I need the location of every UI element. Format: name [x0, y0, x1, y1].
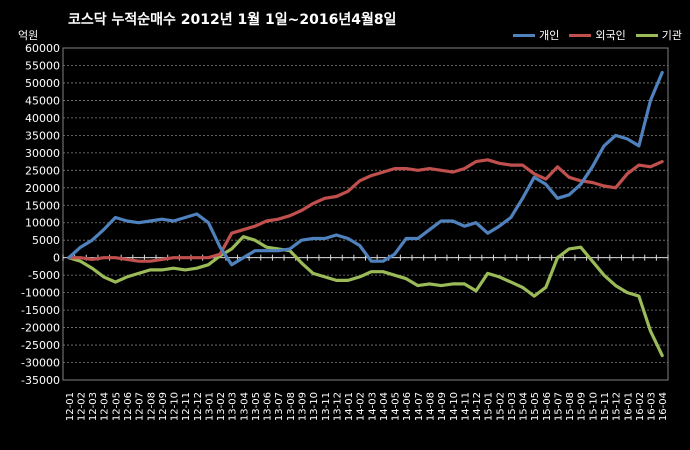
x-tick-label: 15-09 [577, 392, 588, 421]
x-tick-label: 13-06 [263, 392, 274, 421]
x-tick-label: 12-09 [158, 392, 169, 421]
x-tick-label: 15-04 [519, 392, 530, 421]
plot-area-border [62, 47, 669, 381]
legend-item-series-2: 기관 [635, 27, 682, 43]
series-line-0 [67, 70, 664, 267]
x-tick-label: 12-02 [76, 392, 87, 421]
x-tick-label: 14-10 [449, 392, 460, 421]
x-tick-label: 15-03 [507, 392, 518, 421]
x-tick-label: 16-01 [623, 392, 634, 421]
y-tick-label: 20000 [25, 182, 60, 195]
x-tick-label: 14-02 [356, 392, 367, 421]
y-tick-label: 30000 [25, 147, 60, 160]
chart-title: 코스닥 누적순매수 2012년 1월 1일~2016년4월8일 [68, 12, 397, 28]
x-tick-label: 13-07 [274, 392, 285, 421]
y-tick-label: 15000 [25, 199, 60, 212]
x-tick-label: 14-03 [367, 392, 378, 421]
x-tick-label: 16-03 [647, 392, 658, 421]
x-tick-label: 12-12 [193, 392, 204, 421]
y-tick-label: 45000 [25, 94, 60, 107]
legend-item-series-0: 개인 [513, 27, 559, 43]
x-tick-label: 16-04 [658, 392, 669, 421]
x-tick-label: 14-01 [344, 392, 355, 421]
x-tick-label: 13-10 [309, 392, 320, 421]
axes: 6000055000500004500040000350003000025000… [21, 42, 669, 421]
x-tick-label: 15-01 [484, 392, 495, 421]
x-tick-label: 16-02 [635, 392, 646, 421]
x-tick-label: 14-12 [472, 392, 483, 421]
x-tick-label: 12-11 [181, 392, 192, 421]
x-tick-label: 15-10 [588, 392, 599, 421]
x-tick-label: 14-06 [402, 392, 413, 421]
series-lines [67, 70, 664, 358]
x-tick-label: 15-12 [612, 392, 623, 421]
x-tick-label: 14-04 [379, 392, 390, 421]
legend-label-series-0: 개인 [539, 29, 560, 42]
y-axis-unit-label: 억원 [18, 29, 39, 42]
y-tick-label: 50000 [25, 77, 60, 90]
x-tick-label: 15-07 [553, 392, 564, 421]
x-tick-label: 13-04 [239, 392, 250, 421]
x-tick-label: 14-08 [425, 392, 436, 421]
x-tick-label: 15-06 [542, 392, 553, 421]
x-tick-label: 13-03 [228, 392, 239, 421]
series-line-2 [67, 235, 664, 358]
y-tick-label: -25000 [21, 339, 60, 352]
y-tick-label: 40000 [25, 112, 60, 125]
legend-label-series-1: 외국인 [595, 29, 626, 42]
x-tick-label: 12-05 [111, 392, 122, 421]
y-tick-label: -30000 [21, 357, 60, 370]
x-tick-label: 12-08 [146, 392, 157, 421]
x-tick-label: 14-05 [391, 392, 402, 421]
x-tick-label: 15-11 [600, 392, 611, 421]
legend-swatch-series-2 [635, 33, 658, 37]
y-tick-label: 25000 [25, 164, 60, 177]
y-tick-label: 60000 [25, 42, 60, 55]
y-tick-label: -10000 [21, 287, 60, 300]
x-tick-label: 13-08 [286, 392, 297, 421]
y-tick-label: -15000 [21, 304, 60, 317]
y-tick-label: 10000 [25, 217, 60, 230]
x-tick-label: 15-02 [495, 392, 506, 421]
x-tick-label: 13-02 [216, 392, 227, 421]
x-tick-label: 14-09 [437, 392, 448, 421]
y-tick-label: -20000 [21, 322, 60, 335]
grid-lines [62, 47, 669, 381]
x-tick-label: 12-10 [170, 392, 181, 421]
x-tick-label: 13-09 [298, 392, 309, 421]
x-tick-label: 15-05 [530, 392, 541, 421]
series-line-1 [67, 158, 664, 263]
x-tick-label: 14-11 [460, 392, 471, 421]
x-tick-label: 13-01 [204, 392, 215, 421]
x-tick-label: 13-12 [332, 392, 343, 421]
x-tick-label: 13-05 [251, 392, 262, 421]
legend-swatch-series-1 [569, 33, 592, 37]
legend-swatch-series-0 [513, 33, 536, 37]
x-tick-label: 12-04 [100, 392, 111, 421]
x-tick-label: 13-11 [321, 392, 332, 421]
x-tick-label: 14-07 [414, 392, 425, 421]
x-tick-label: 12-06 [123, 392, 134, 421]
x-tick-label: 12-07 [135, 392, 146, 421]
y-tick-label: -35000 [21, 374, 60, 387]
legend-item-series-1: 외국인 [569, 27, 626, 43]
y-tick-label: -5000 [28, 269, 60, 282]
x-tick-label: 12-03 [88, 392, 99, 421]
y-tick-label: 5000 [32, 234, 60, 247]
x-tick-label: 12-01 [65, 392, 76, 421]
y-tick-label: 0 [53, 252, 60, 265]
chart-legend: 개인 외국인 기관 [513, 27, 682, 43]
x-tick-label: 15-08 [565, 392, 576, 421]
y-tick-label: 35000 [25, 129, 60, 142]
y-tick-label: 55000 [25, 59, 60, 72]
legend-label-series-2: 기관 [661, 29, 682, 42]
